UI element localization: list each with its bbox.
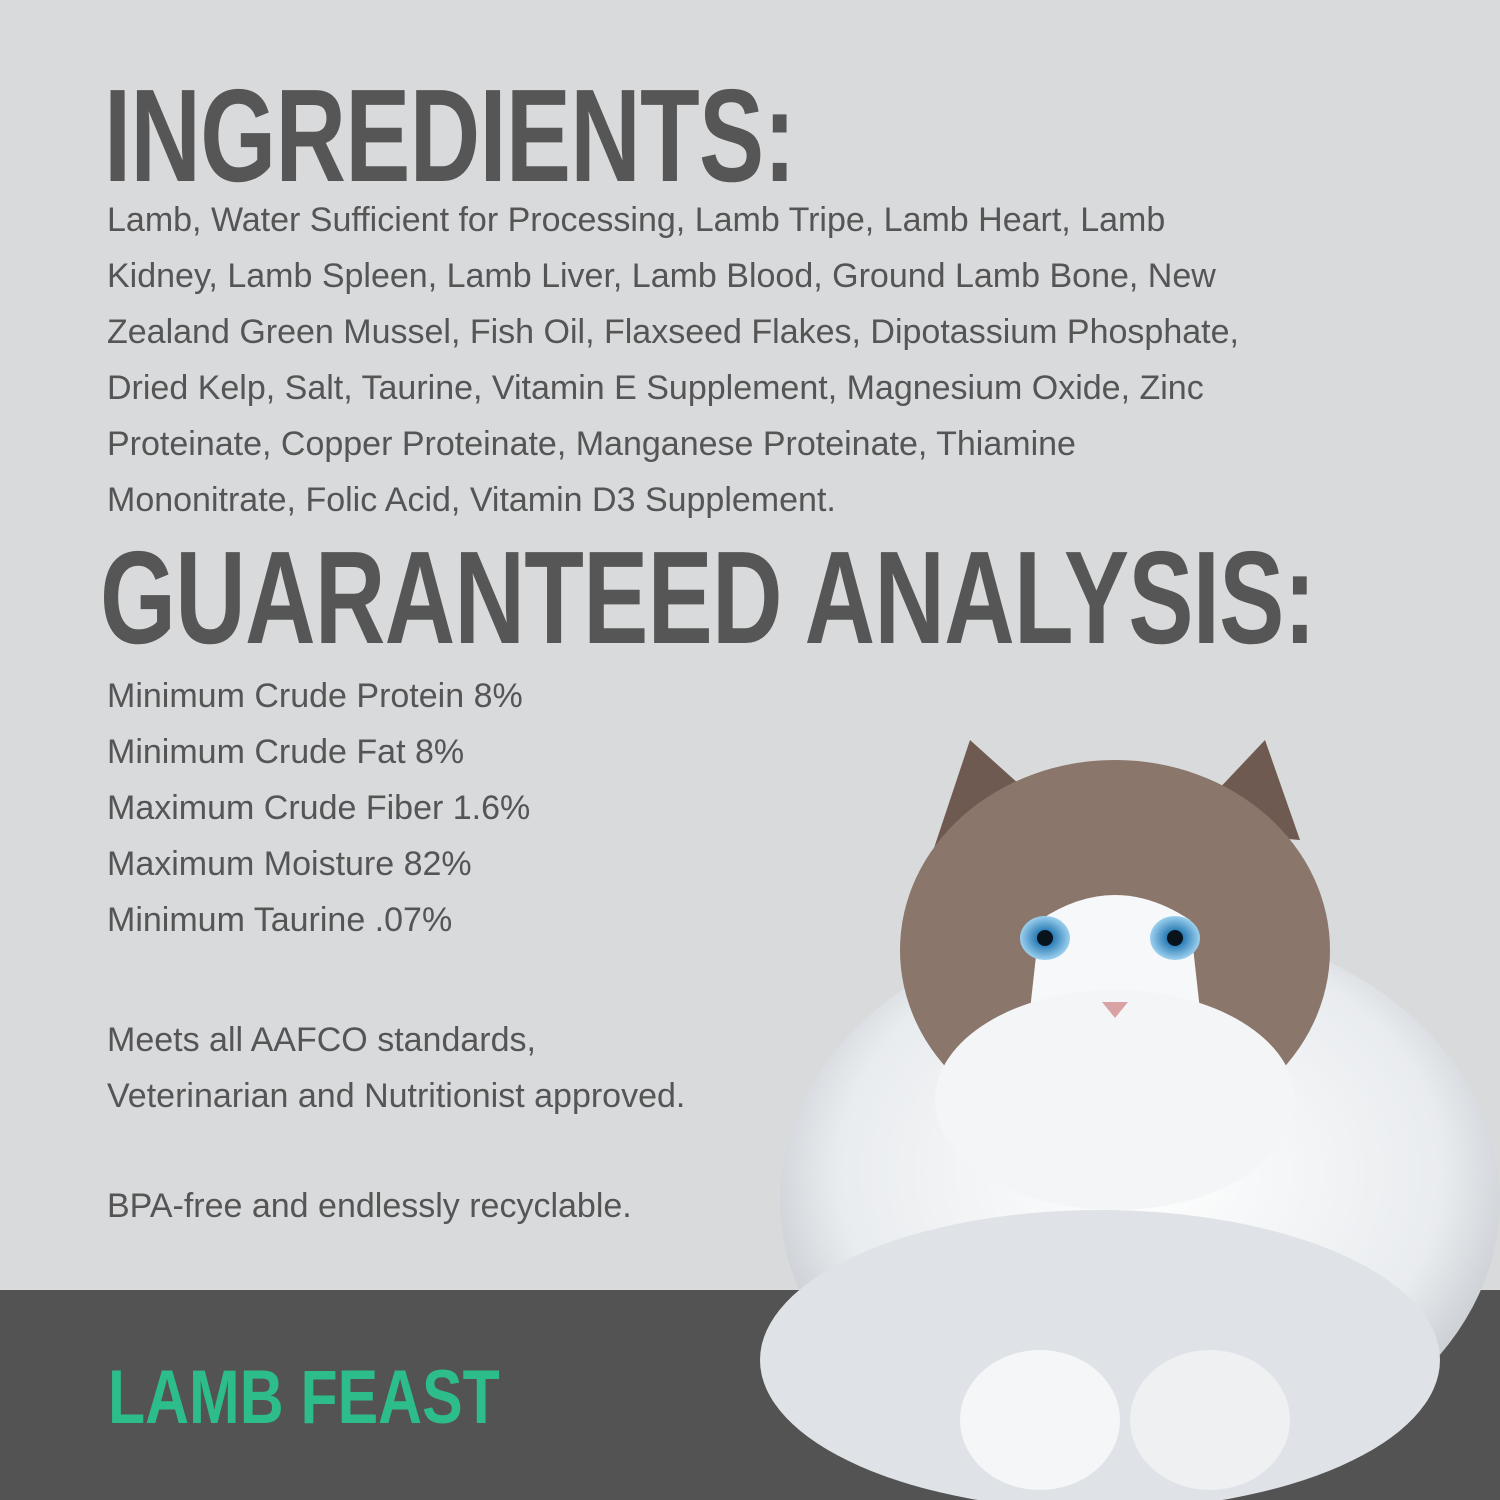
analysis-item: Minimum Crude Fat 8%	[107, 733, 465, 771]
product-name: LAMB FEAST	[108, 1355, 500, 1440]
analysis-heading: GUARANTEED ANALYSIS:	[100, 524, 1316, 671]
analysis-item: Maximum Moisture 82%	[107, 845, 472, 883]
standards-line: Veterinarian and Nutritionist approved.	[107, 1077, 686, 1115]
standards-line: Meets all AAFCO standards,	[107, 1021, 536, 1059]
analysis-list: Minimum Crude Protein 8% Minimum Crude F…	[107, 668, 530, 948]
ingredients-line: Proteinate, Copper Proteinate, Manganese…	[107, 425, 1076, 463]
ingredients-line: Kidney, Lamb Spleen, Lamb Liver, Lamb Bl…	[107, 257, 1216, 295]
standards-note: Meets all AAFCO standards, Veterinarian …	[107, 1012, 685, 1124]
analysis-item: Minimum Taurine .07%	[107, 901, 453, 939]
ingredients-heading: INGREDIENTS:	[104, 62, 796, 209]
ingredients-line: Lamb, Water Sufficient for Processing, L…	[107, 201, 1166, 239]
packaging-note: BPA-free and endlessly recyclable.	[107, 1187, 632, 1225]
cat-image	[760, 740, 1500, 1500]
ingredients-line: Dried Kelp, Salt, Taurine, Vitamin E Sup…	[107, 369, 1204, 407]
analysis-item: Minimum Crude Protein 8%	[107, 677, 523, 715]
ingredients-line: Mononitrate, Folic Acid, Vitamin D3 Supp…	[107, 481, 836, 519]
analysis-item: Maximum Crude Fiber 1.6%	[107, 789, 531, 827]
ingredients-list: Lamb, Water Sufficient for Processing, L…	[107, 192, 1477, 528]
ingredients-line: Zealand Green Mussel, Fish Oil, Flaxseed…	[107, 313, 1239, 351]
